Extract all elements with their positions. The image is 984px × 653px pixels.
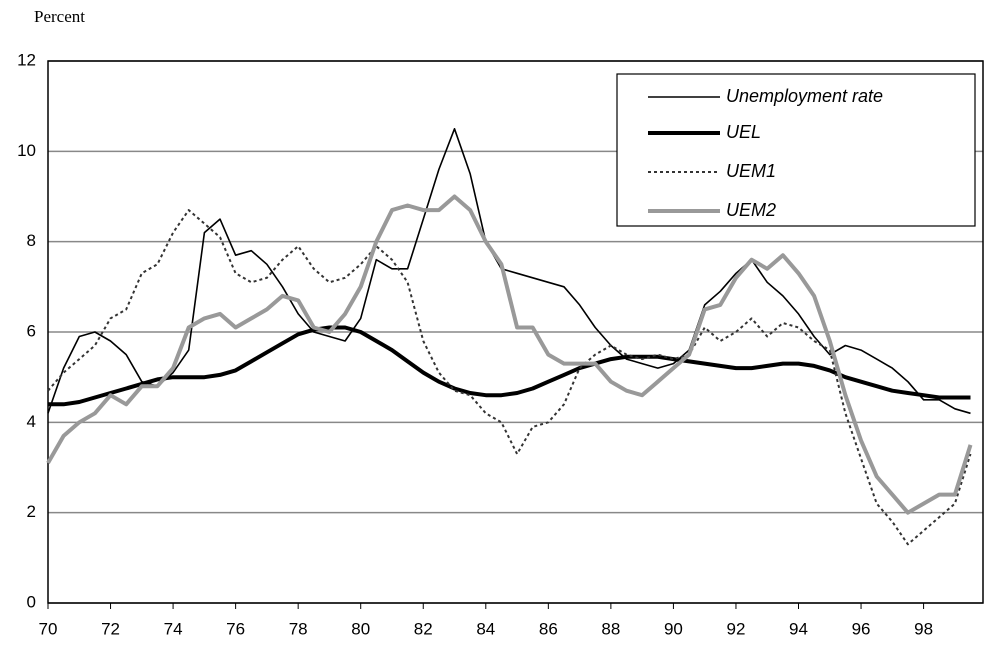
x-tick-label: 80: [351, 619, 370, 638]
y-tick-label: 10: [17, 141, 36, 160]
y-tick-label: 12: [17, 50, 36, 69]
y-tick-label: 4: [27, 412, 36, 431]
x-tick-label: 98: [914, 619, 933, 638]
y-axis-label: Percent: [34, 7, 85, 26]
plot-frame: [47, 60, 984, 604]
x-tick-label: 92: [726, 619, 745, 638]
x-tick-label: 70: [39, 619, 58, 638]
legend-label: UEL: [726, 122, 761, 142]
x-tick-label: 88: [601, 619, 620, 638]
x-tick-label: 84: [476, 619, 495, 638]
series-line: [48, 325, 971, 407]
x-tick-label: 86: [539, 619, 558, 638]
x-tick-label: 82: [414, 619, 433, 638]
y-tick-label: 0: [27, 592, 36, 611]
x-tick-label: 78: [289, 619, 308, 638]
x-tick-label: 94: [789, 619, 808, 638]
x-tick-label: 74: [164, 619, 183, 638]
series-line: [47, 209, 972, 546]
legend-label: UEM1: [726, 161, 776, 181]
y-tick-label: 8: [27, 231, 36, 250]
legend-label: Unemployment rate: [726, 86, 883, 106]
legend-label: UEM2: [726, 200, 776, 220]
y-tick-label: 2: [27, 502, 36, 521]
x-tick-label: 72: [101, 619, 120, 638]
y-tick-label: 6: [27, 321, 36, 340]
legend-box: [616, 73, 976, 227]
x-tick-label: 76: [226, 619, 245, 638]
series-line: [47, 128, 971, 415]
x-tick-label: 90: [664, 619, 683, 638]
series-line: [46, 194, 973, 515]
x-tick-label: 96: [852, 619, 871, 638]
